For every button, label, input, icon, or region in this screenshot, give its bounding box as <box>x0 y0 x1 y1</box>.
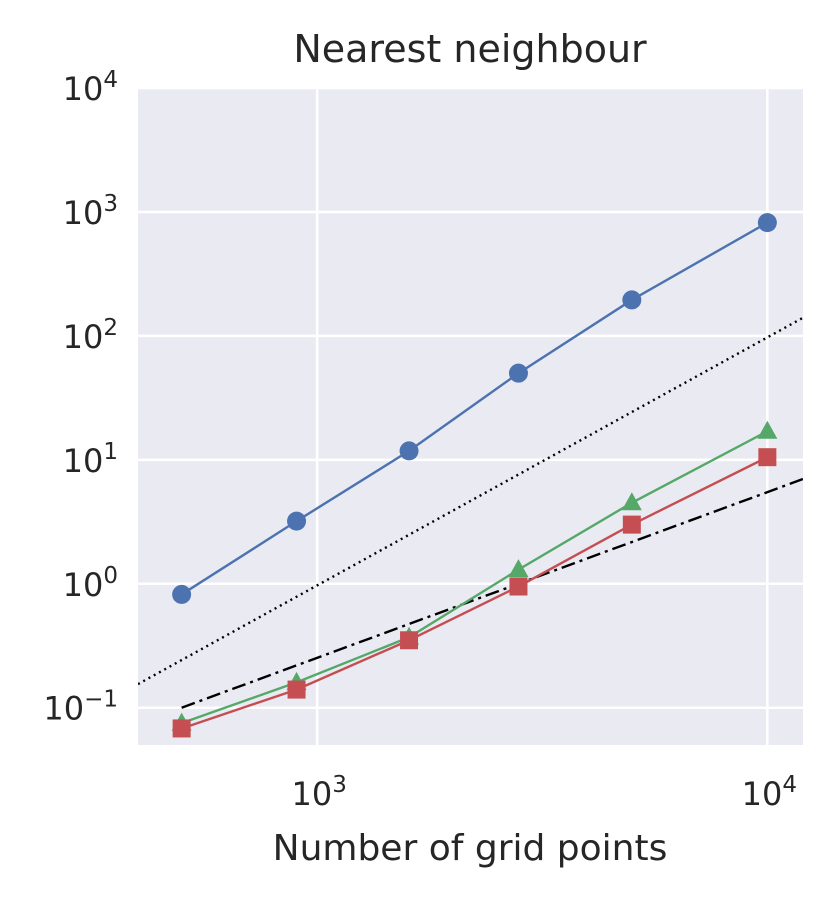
y-tick-label-exponent: 2 <box>103 315 118 341</box>
x-tick-label-base: 10 <box>742 775 783 813</box>
series-line <box>181 430 768 725</box>
data-point <box>508 363 528 383</box>
data-point <box>622 515 641 534</box>
y-tick-label-base: 10 <box>63 194 104 232</box>
y-tick-label-base: 10 <box>63 442 104 480</box>
x-axis-label: Number of grid points <box>273 828 668 869</box>
y-tick-label: 104 <box>63 67 118 108</box>
y-tick-label: 10−1 <box>43 687 118 728</box>
data-point <box>172 584 192 604</box>
plot-area <box>138 88 803 745</box>
y-tick-label-exponent: 0 <box>103 563 118 589</box>
data-point <box>622 290 642 310</box>
x-tick-label-exponent: 4 <box>782 772 797 798</box>
data-point <box>509 577 528 596</box>
reference-line-dotted <box>138 316 803 686</box>
reference-line-dashdot <box>181 477 803 709</box>
series-line <box>181 456 768 730</box>
data-point <box>758 448 777 467</box>
data-point <box>172 719 191 738</box>
y-tick-label-exponent: −1 <box>84 687 118 713</box>
series <box>171 213 778 738</box>
data-point <box>757 213 777 233</box>
x-tick-label: 104 <box>742 772 797 813</box>
data-point <box>508 559 529 578</box>
chart-title: Nearest neighbour <box>293 27 647 71</box>
series-line <box>180 221 768 596</box>
reference-lines <box>138 316 803 709</box>
y-tick-label-base: 10 <box>63 318 104 356</box>
data-point <box>400 631 419 650</box>
data-point <box>399 441 419 461</box>
y-tick-label: 102 <box>63 315 118 356</box>
data-point <box>621 492 642 511</box>
y-tick-label-base: 10 <box>63 566 104 604</box>
y-tick-label-exponent: 1 <box>103 439 118 465</box>
y-tick-label-exponent: 3 <box>103 191 118 217</box>
y-tick-label-base: 10 <box>63 70 104 108</box>
data-point <box>287 511 307 531</box>
y-tick-label-base: 10 <box>43 690 84 728</box>
y-tick-label: 100 <box>63 563 118 604</box>
series-circle <box>172 213 777 604</box>
y-tick-label: 101 <box>63 439 118 480</box>
grid <box>138 86 803 745</box>
x-tick-label-base: 10 <box>291 775 332 813</box>
data-point <box>757 420 778 439</box>
x-tick-label: 103 <box>291 772 346 813</box>
y-tick-label: 103 <box>63 191 118 232</box>
series-square <box>172 448 777 738</box>
y-tick-label-exponent: 4 <box>103 67 118 93</box>
data-point <box>287 680 306 699</box>
x-tick-label-exponent: 3 <box>332 772 347 798</box>
